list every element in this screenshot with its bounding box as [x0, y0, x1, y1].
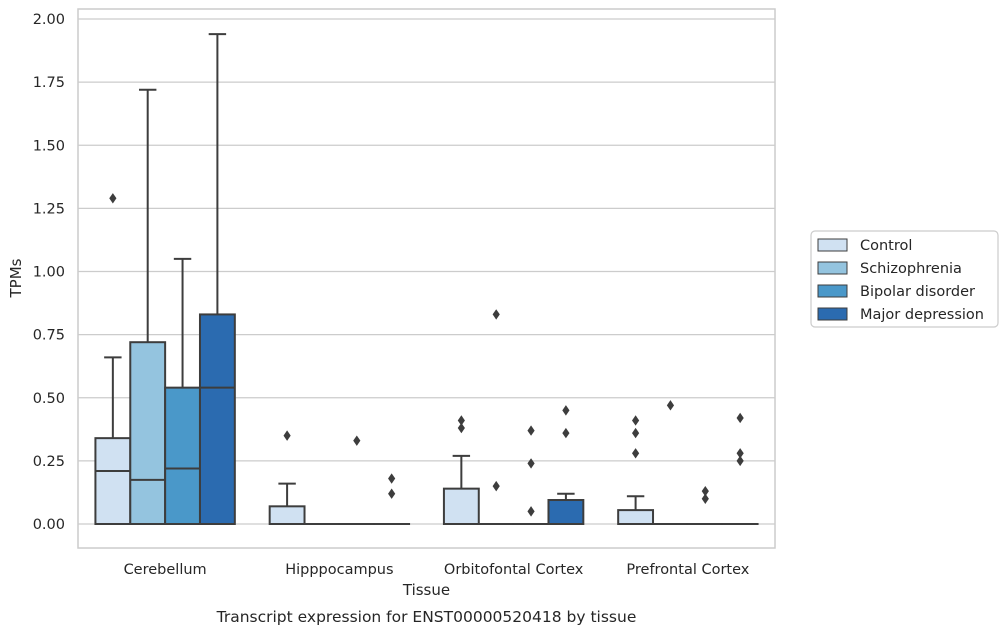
outlier-point	[109, 193, 117, 204]
outlier-point	[562, 405, 570, 416]
x-tick-label: Hipppocampus	[285, 562, 393, 578]
legend-entry: Control	[860, 238, 912, 254]
x-tick-label: Orbitofontal Cortex	[444, 562, 584, 578]
outlier-point	[492, 309, 500, 320]
legend-entry: Schizophrenia	[860, 261, 962, 277]
y-tick-label: 0.75	[33, 328, 65, 344]
box-series	[94, 33, 759, 526]
outlier-point	[457, 415, 465, 426]
box-iqr	[617, 509, 655, 525]
y-tick-label: 0.50	[33, 391, 65, 407]
y-tick-label: 0.00	[33, 517, 65, 533]
x-axis-label: Tissue	[402, 581, 450, 599]
y-tick-label: 0.25	[33, 454, 65, 470]
legend-swatch	[817, 284, 848, 298]
outlier-point	[562, 427, 570, 439]
legend-entry: Major depression	[860, 307, 984, 323]
box-iqr	[547, 499, 585, 526]
outlier-point	[492, 480, 500, 492]
box-control	[268, 430, 306, 526]
box-schizophrenia	[129, 88, 167, 526]
outlier-point	[701, 493, 709, 504]
legend-entry: Bipolar disorder	[860, 284, 975, 300]
box-schizophrenia	[477, 309, 515, 526]
box-iqr	[442, 487, 480, 525]
box-iqr	[129, 341, 167, 526]
outlier-point	[736, 412, 744, 424]
box-major-depression	[198, 33, 236, 525]
outlier-point	[632, 415, 640, 426]
box-iqr	[198, 313, 236, 525]
box-bipolar-disorder	[164, 257, 201, 525]
box-major-depression	[373, 473, 411, 526]
legend-swatch	[817, 238, 848, 252]
legend: Control Schizophrenia Bipolar disorder Majo…	[810, 230, 999, 328]
x-tick-label: Prefrontal Cortex	[626, 562, 749, 578]
outlier-point	[701, 485, 709, 497]
y-tick-label: 1.50	[33, 138, 65, 154]
legend-swatch	[817, 261, 848, 275]
box-iqr	[94, 437, 132, 525]
box-major-depression	[721, 412, 759, 526]
outlier-point	[457, 422, 465, 434]
y-tick-label: 1.75	[33, 75, 65, 91]
y-tick-label: 2.00	[33, 12, 65, 28]
outlier-point	[388, 473, 396, 484]
outlier-point	[527, 425, 535, 436]
box-iqr	[268, 505, 306, 526]
outlier-point	[388, 488, 396, 499]
x-tick-label: Cerebellum	[124, 562, 207, 578]
box-iqr	[164, 386, 201, 525]
outlier-point	[353, 435, 361, 446]
box-control	[442, 415, 480, 525]
legend-frame	[810, 230, 999, 328]
outlier-point	[527, 506, 535, 517]
plot-frame	[77, 8, 776, 549]
y-axis-label: TPMs	[7, 258, 25, 298]
outlier-point	[736, 455, 744, 467]
legend-swatch	[817, 307, 848, 321]
chart-title: Transcript expression for ENST0000052041…	[216, 608, 637, 626]
outlier-point	[666, 400, 675, 411]
x-tick-labels: Cerebellum Hipppocampus Orbitofontal Corte…	[124, 562, 750, 578]
outlier-point	[736, 448, 744, 459]
box-major-depression	[547, 405, 585, 526]
outlier-point	[632, 448, 640, 459]
outlier-point	[283, 430, 291, 441]
y-tick-label: 1.00	[33, 265, 65, 281]
box-control	[617, 415, 655, 525]
y-tick-label: 1.25	[33, 201, 65, 217]
outlier-point	[632, 427, 640, 439]
outlier-point	[527, 458, 535, 469]
y-tick-labels: 0.00 0.25 0.50 0.75 1.00 1.25 1.50 1.75 2.00	[33, 12, 65, 533]
